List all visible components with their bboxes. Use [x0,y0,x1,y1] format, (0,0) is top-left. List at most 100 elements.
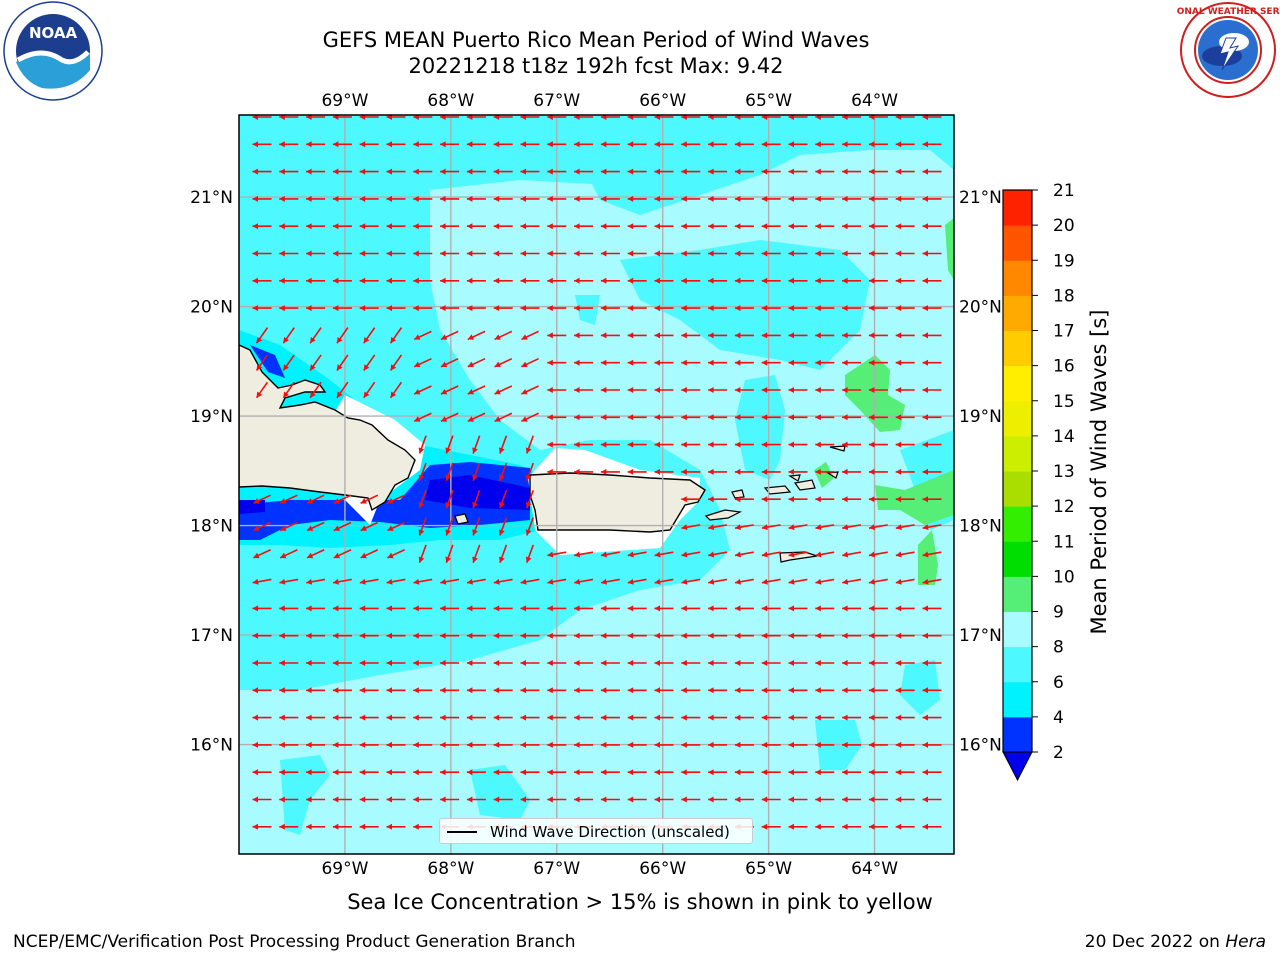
wind-wave-arrow [574,359,594,366]
wind-wave-arrow [279,494,298,504]
colorbar-segment [1003,506,1032,542]
wind-wave-arrow [922,551,942,558]
wind-wave-arrow [493,660,513,666]
wind-wave-arrow [547,168,567,175]
wind-wave-arrow [547,359,567,366]
wind-wave-arrow [252,578,272,585]
wind-wave-arrow [255,354,269,371]
wind-wave-arrow [681,551,701,558]
wind-wave-arrow [734,660,754,666]
wind-wave-arrow [815,524,835,531]
colorbar-tick-label: 9 [1053,603,1064,623]
wind-wave-arrow [654,250,674,257]
wind-wave-arrow [386,769,406,776]
wind-wave-arrow [252,141,272,148]
wind-wave-arrow [547,769,567,776]
wind-wave-arrow [520,714,540,721]
wind-wave-arrow [627,115,647,120]
wind-wave-arrow [466,578,486,585]
wind-wave-arrow [788,741,808,748]
land-culebra [731,489,745,499]
wind-wave-arrow [922,496,942,503]
wind-wave-arrow [842,714,862,721]
wind-wave-arrow [842,496,862,503]
lat-tick-label-right: 18°N [959,517,1002,537]
wind-wave-arrow [842,332,862,339]
wind-wave-arrow [252,605,272,612]
wind-wave-arrow [386,195,406,202]
wind-wave-arrow [440,741,460,748]
wind-wave-arrow [788,441,808,448]
wind-wave-arrow [815,796,835,803]
wind-wave-arrow [922,660,942,666]
colorbar-tick-label: 19 [1053,251,1075,271]
wind-wave-arrow [547,387,567,393]
field-6-8s-patch [735,375,785,480]
wind-wave-arrow [708,796,728,803]
colorbar-segment [1003,225,1032,261]
wind-wave-arrow [815,605,835,612]
wind-wave-arrow [868,578,888,585]
wind-wave-arrow [440,141,460,148]
wind-wave-arrow [788,414,808,421]
wind-wave-arrow [521,385,539,395]
wind-wave-arrow [252,168,272,175]
wind-wave-arrow [574,714,594,721]
wind-wave-arrow [252,305,272,312]
wind-wave-arrow [868,115,888,120]
wind-wave-arrow [332,823,352,830]
wind-wave-arrow [761,714,781,721]
wind-wave-arrow [574,250,594,257]
wind-wave-arrow [499,489,508,509]
wind-wave-arrow [279,115,299,120]
wind-wave-arrow [547,332,567,339]
wind-wave-arrow [761,496,781,503]
wind-wave-arrow [253,494,271,504]
wind-wave-arrow [413,141,433,148]
wind-wave-arrow [252,277,272,284]
wind-wave-arrow [761,141,781,148]
wind-wave-arrow [520,741,540,748]
wind-wave-arrow [359,250,379,257]
wind-wave-arrow [922,714,942,721]
field-9-10s-region [918,530,938,585]
wind-wave-arrow [654,605,674,612]
wind-wave-arrow [654,305,674,312]
wind-wave-arrow [466,687,486,694]
wind-wave-arrow [600,195,620,202]
wind-wave-arrow [547,551,567,558]
wind-wave-arrow [547,115,567,120]
wind-wave-arrow [654,277,674,284]
wind-wave-arrow [734,441,754,448]
wind-wave-arrow [627,277,647,284]
wind-wave-arrow [868,605,888,612]
noaa-logo-text: NOAA [29,24,78,42]
wind-wave-arrow [467,330,486,341]
wind-wave-arrow [332,578,352,585]
wind-wave-arrow [681,524,701,531]
wind-wave-arrow [708,168,728,175]
wind-wave-arrow [895,496,915,503]
wind-wave-arrow [466,796,486,803]
wind-wave-arrow [681,359,701,366]
wind-wave-arrow [681,660,701,666]
wind-wave-arrow [574,223,594,230]
lon-tick-label-top: 69°W [321,91,368,111]
wind-wave-arrow [922,741,942,748]
wind-wave-arrow [761,359,781,366]
wind-wave-arrow [306,714,326,721]
lon-tick-label-bottom: 65°W [745,859,792,879]
wind-wave-arrow [922,277,942,284]
wind-wave-arrow [520,277,540,284]
wind-wave-arrow [815,769,835,776]
wind-wave-arrow [842,769,862,776]
wind-wave-arrow [440,605,460,612]
colorbar-tick-label: 15 [1053,392,1075,412]
wind-wave-arrow [734,796,754,803]
wind-wave-arrow [815,141,835,148]
wind-wave-arrow [788,496,808,503]
wind-wave-arrow [734,769,754,776]
footer-date: 20 Dec 2022 on Hera [1085,932,1266,952]
wind-wave-arrow [842,414,862,421]
lon-tick-label-bottom: 66°W [639,859,686,879]
